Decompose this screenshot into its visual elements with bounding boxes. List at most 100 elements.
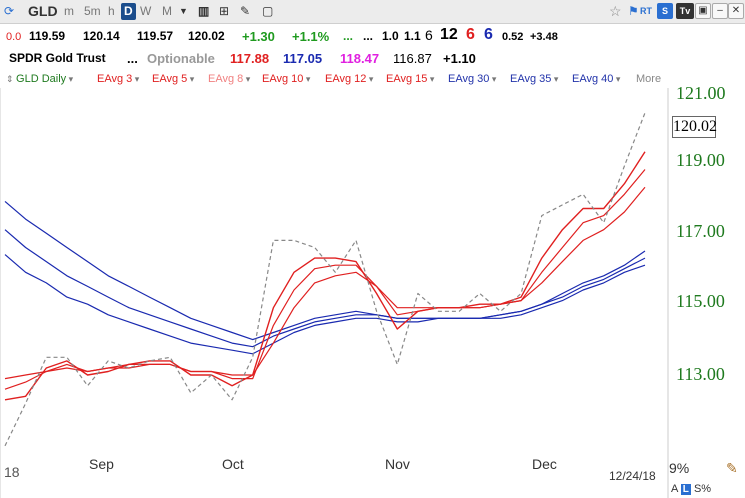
open-value: 119.59 [29,29,66,43]
legend-label: EAvg 10 [262,73,304,85]
scale-controls[interactable]: A L S% [671,483,711,495]
save-icon[interactable]: ▣ [695,3,711,19]
fast-ema-line [4,151,646,401]
pencil-icon[interactable]: ✎ [726,460,738,476]
period-d[interactable]: D [121,3,136,20]
scale-a[interactable]: A [671,483,678,495]
y-tick-113: 113.00 [676,364,725,384]
magenta-value: 118.47 [340,51,380,66]
chevron-down-icon: ▾ [243,74,251,84]
blue-value: 117.05 [283,51,323,66]
legend-item-gld-daily[interactable]: ⇕ GLD Daily ▾ [6,73,73,85]
optionable-label: Optionable [147,51,215,66]
chevron-down-icon: ▾ [551,74,559,84]
x-tick-nov: Nov [385,456,410,472]
legend-item-eavg10[interactable]: EAvg 10 ▾ [262,73,310,85]
black-value: 116.87 [393,51,432,66]
value-1-1: 1.1 [404,29,421,43]
bar-chart-icon[interactable]: ▥ [198,4,210,18]
minimize-icon[interactable]: – [712,3,728,19]
slow-ema-line [4,254,646,355]
legend-item-eavg15[interactable]: EAvg 15 ▾ [386,73,434,85]
close-icon[interactable]: ✕ [728,3,744,19]
x-tick-sep: Sep [89,456,114,472]
security-name: SPDR Gold Trust [9,51,106,65]
symbol-label[interactable]: GLD [28,3,58,19]
period-5m[interactable]: 5m [84,4,101,18]
chevron-down-icon: ▾ [427,74,435,84]
dropdown-arrow-icon[interactable]: ▼ [179,6,188,16]
dots-2: ... [363,29,374,43]
chevron-down-icon: ▾ [303,74,311,84]
slow-ema-line [4,229,646,348]
period-h[interactable]: h [108,4,115,18]
legend-label: EAvg 3 [97,73,133,85]
value-3-48: +3.48 [530,31,558,43]
chevron-down-icon: ▾ [489,74,497,84]
percent-label: 9% [669,460,690,476]
legend-item-eavg3[interactable]: EAvg 3 ▾ [97,73,139,85]
dots-1: ... [343,29,354,43]
change-pct: +1.1% [292,29,330,44]
legend-label: EAvg 12 [325,73,367,85]
quote-row: 0.0 119.59 120.14 119.57 120.02 +1.30 +1… [0,26,745,48]
info-row: SPDR Gold Trust ... Optionable 117.88 11… [0,49,745,69]
legend-label: EAvg 30 [448,73,490,85]
refresh-icon[interactable]: ⟳ [4,4,15,18]
period-m[interactable]: m [64,4,74,18]
legend-item-eavg40[interactable]: EAvg 40 ▾ [572,73,620,85]
flag-icon[interactable]: ⚑ [628,4,639,18]
scale-s[interactable]: S% [693,483,712,495]
scale-l[interactable]: L [680,484,691,495]
high-value: 120.14 [83,29,120,43]
value-6-blue: 6 [484,26,493,43]
price-line [4,112,646,447]
legend-label: EAvg 8 [208,73,244,85]
pencil-icon[interactable]: ✎ [240,4,251,18]
y-tick-115: 115.00 [676,291,725,311]
current-price-marker: 120.02 [672,116,717,138]
value-6: 6 [425,27,433,43]
period-mo[interactable]: M [162,4,172,18]
value-1-0: 1.0 [382,29,399,43]
price-chart[interactable] [0,88,745,498]
sort-icon: ⇕ [6,74,17,84]
legend-item-eavg12[interactable]: EAvg 12 ▾ [325,73,373,85]
study-legend: ⇕ GLD Daily ▾ EAvg 3 ▾ EAvg 5 ▾ EAvg 8 ▾… [0,71,745,89]
legend-item-eavg5[interactable]: EAvg 5 ▾ [152,73,194,85]
legend-item-eavg30[interactable]: EAvg 30 ▾ [448,73,496,85]
red-value: 117.88 [230,51,270,66]
value-6-red: 6 [466,26,475,43]
x-tick-oct: Oct [222,456,244,472]
change-value: +1.30 [242,29,275,44]
rt-label[interactable]: RT [640,6,652,16]
value-12: 12 [440,26,458,43]
slow-ema-line [4,200,646,341]
notes-icon[interactable]: ▢ [262,4,274,18]
s-button[interactable]: S [657,3,673,19]
tv-button[interactable]: Tv [676,3,694,19]
legend-item-eavg35[interactable]: EAvg 35 ▾ [510,73,558,85]
fast-ema-line [4,186,646,380]
legend-label: EAvg 35 [510,73,552,85]
period-w[interactable]: W [140,4,152,18]
legend-item-eavg8[interactable]: EAvg 8 ▾ [208,73,250,85]
grid-icon[interactable]: ⊞ [219,4,230,18]
delta-value: +1.10 [443,51,476,66]
legend-label: EAvg 15 [386,73,428,85]
value-0-52: 0.52 [502,31,524,43]
y-tick-119: 119.00 [676,150,725,170]
info-dots: ... [127,51,138,66]
y-tick-117: 117.00 [676,221,725,241]
y-tick-121: 121.00 [676,83,726,103]
legend-label: EAvg 40 [572,73,614,85]
legend-more[interactable]: More [636,73,662,85]
left-tick-label: 18 [4,464,20,480]
low-value: 119.57 [137,29,174,43]
prev-change: 0.0 [6,31,22,43]
star-icon[interactable]: ☆ [609,3,622,19]
chart-area[interactable]: 121.00 119.00 117.00 115.00 113.00 120.0… [0,83,745,498]
chart-toolbar: ⟳ GLD m 5m h D W M ▼ ▥ ⊞ ✎ ▢ ☆ ⚑ RT S Tv… [0,0,745,24]
chevron-down-icon: ▾ [366,74,374,84]
chevron-down-icon: ▾ [187,74,195,84]
